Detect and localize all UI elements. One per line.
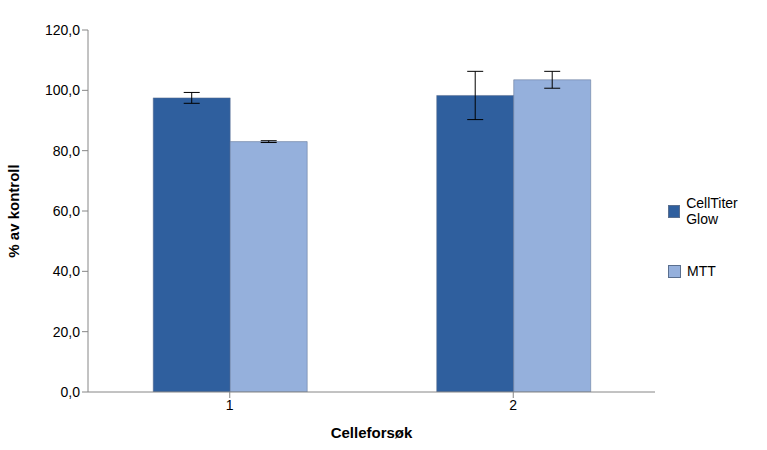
svg-text:60,0: 60,0: [53, 203, 80, 219]
html-text:MTT: MTT: [687, 263, 716, 279]
svg-text:40,0: 40,0: [53, 263, 80, 279]
svg-text:% av kontroll: % av kontroll: [8, 164, 22, 257]
svg-text:20,0: 20,0: [53, 324, 80, 340]
svg-text:100,0: 100,0: [45, 82, 80, 98]
svg-text:80,0: 80,0: [53, 143, 80, 159]
svg-text:Celleforsøk: Celleforsøk: [331, 424, 413, 441]
svg-text:1: 1: [226, 397, 234, 413]
svg-text:0,0: 0,0: [61, 384, 81, 400]
svg-text:2: 2: [509, 397, 517, 413]
html-text:CellTiter Glow: CellTiter Glow: [686, 195, 738, 227]
svg-text:120,0: 120,0: [45, 22, 80, 38]
